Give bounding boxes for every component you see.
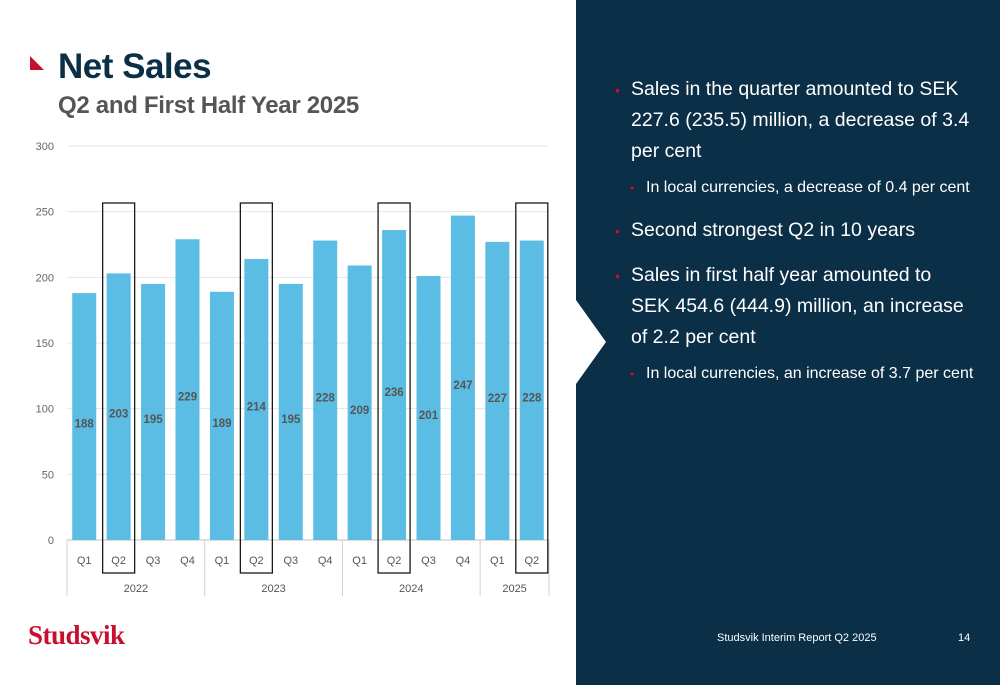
bar <box>175 239 200 540</box>
page-title: Net Sales <box>58 47 212 86</box>
bar-data-label: 228 <box>316 392 336 404</box>
x-tick-label: Q1 <box>77 555 92 567</box>
bar-data-label: 214 <box>247 401 267 413</box>
summary-panel <box>576 0 1000 685</box>
bar <box>519 240 544 540</box>
y-tick-label: 100 <box>36 404 54 416</box>
x-tick-label: Q1 <box>352 555 367 567</box>
bar-data-label: 209 <box>350 405 369 417</box>
bullet-text: Sales in first half year amounted to SEK… <box>631 264 964 348</box>
bar-data-label: 247 <box>453 380 472 392</box>
bullet-dot-icon: • <box>615 82 620 98</box>
bullet-text: Sales in the quarter amounted to SEK 227… <box>631 78 970 162</box>
bar-data-label: 195 <box>281 414 301 426</box>
highlight-boxes <box>101 202 549 574</box>
bar-data-label: 195 <box>143 414 163 426</box>
bullet-item: • Second strongest Q2 in 10 years <box>615 215 975 246</box>
bar-data-label: 236 <box>384 387 403 399</box>
bar <box>209 291 234 540</box>
bullet-item: • Sales in the quarter amounted to SEK 22… <box>615 74 975 167</box>
y-tick-label: 50 <box>42 469 54 481</box>
y-tick-label: 300 <box>36 141 54 153</box>
x-tick-label: Q3 <box>146 555 161 567</box>
bar-data-label: 203 <box>109 409 128 421</box>
net-sales-chart: 0 50 100 150 200 250 300 188 203 195 229 189 214 195… <box>36 141 550 596</box>
bar-data-label: 189 <box>212 418 231 430</box>
y-axis: 0 50 100 150 200 250 300 <box>36 141 54 547</box>
footer-text: Studsvik Interim Report Q2 2025 <box>717 632 877 644</box>
summary-bullets: • Sales in the quarter amounted to SEK 22… <box>615 74 975 401</box>
x-group-label: 2022 <box>124 583 148 595</box>
studsvik-logo: Studsvik <box>28 620 125 650</box>
highlight-box <box>101 202 136 574</box>
bullet-item: • Sales in first half year amounted to SE… <box>615 260 975 353</box>
bullet-dot-icon: • <box>630 181 635 195</box>
x-tick-label: Q4 <box>318 555 333 567</box>
bullet-text: In local currencies, a decrease of 0.4 p… <box>646 179 970 196</box>
bar <box>313 240 338 540</box>
bar <box>347 265 372 540</box>
bar <box>278 283 303 540</box>
y-tick-label: 150 <box>36 338 54 350</box>
bullet-dot-icon: • <box>615 268 620 284</box>
x-group-label: 2023 <box>261 583 285 595</box>
bar <box>244 258 269 540</box>
title-marker-icon <box>30 56 44 70</box>
chart-grid <box>67 145 549 541</box>
highlight-box <box>239 202 274 574</box>
bar <box>416 276 441 540</box>
y-tick-label: 250 <box>36 207 54 219</box>
page-subtitle: Q2 and First Half Year 2025 <box>58 92 359 119</box>
bar <box>141 283 166 540</box>
bullet-text: Second strongest Q2 in 10 years <box>631 219 915 241</box>
x-tick-label: Q2 <box>111 555 126 567</box>
y-tick-label: 200 <box>36 272 54 284</box>
bar-data-label: 201 <box>419 410 439 422</box>
x-tick-label: Q2 <box>524 555 539 567</box>
bullet-item: • In local currencies, an increase of 3.7… <box>630 361 975 387</box>
page-number: 14 <box>958 632 971 644</box>
bar-data-label: 228 <box>522 392 542 404</box>
x-axis: Q1 Q2 Q3 Q4 Q1 Q2 Q3 Q4 Q1 Q2 Q3 Q4 Q1 Q2 2022 2023 2024… <box>66 540 550 596</box>
x-tick-label: Q1 <box>215 555 230 567</box>
x-tick-label: Q4 <box>180 555 195 567</box>
y-tick-label: 0 <box>48 535 54 547</box>
panel-pointer <box>576 300 606 384</box>
bar-data-label: 229 <box>178 392 197 404</box>
x-tick-label: Q4 <box>456 555 471 567</box>
bar <box>485 241 510 540</box>
bar-series: 188 203 195 229 189 214 195 228 209 236 201 247 227 2… <box>72 215 544 540</box>
highlight-box <box>377 202 411 574</box>
bar-data-label: 188 <box>75 419 95 431</box>
bullet-text: In local currencies, an increase of 3.7 … <box>646 365 974 382</box>
x-tick-label: Q1 <box>490 555 505 567</box>
x-tick-label: Q3 <box>421 555 436 567</box>
bullet-dot-icon: • <box>615 223 620 239</box>
x-tick-label: Q3 <box>283 555 298 567</box>
highlight-box <box>515 202 549 574</box>
bar-data-label: 227 <box>488 393 507 405</box>
bar <box>450 215 475 540</box>
x-group-label: 2025 <box>502 583 526 595</box>
bar <box>382 230 407 540</box>
bar <box>72 293 97 540</box>
bullet-dot-icon: • <box>630 367 635 381</box>
bullet-item: • In local currencies, a decrease of 0.4 … <box>630 175 975 201</box>
x-tick-label: Q2 <box>387 555 402 567</box>
x-tick-label: Q2 <box>249 555 264 567</box>
x-group-label: 2024 <box>399 583 423 595</box>
bar <box>106 273 131 540</box>
